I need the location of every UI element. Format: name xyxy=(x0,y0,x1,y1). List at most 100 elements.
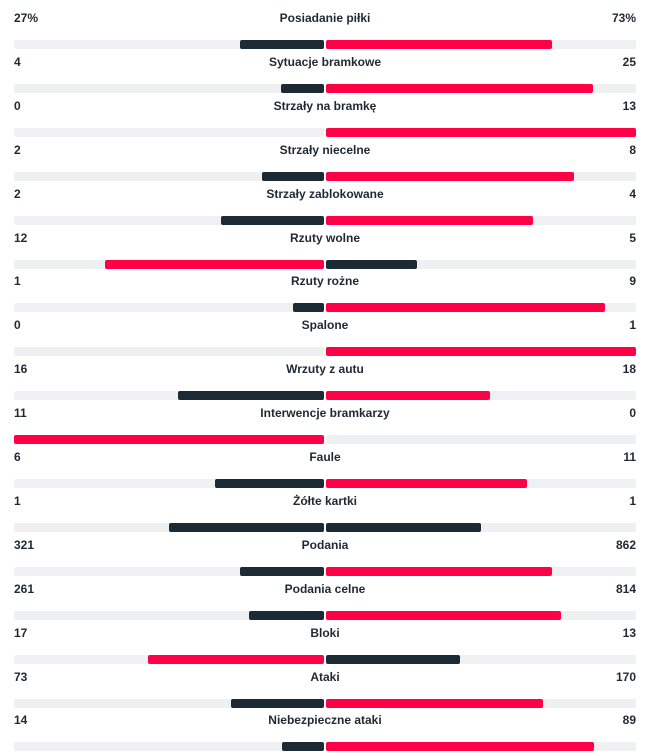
stat-label: Rzuty rożne xyxy=(290,274,359,289)
away-bar-fill xyxy=(326,522,481,532)
comparison-bar xyxy=(14,171,636,181)
stat-row: 0 Strzały na bramkę 13 xyxy=(0,96,653,140)
stat-row: 6 Faule 11 xyxy=(0,447,653,491)
stat-label: Strzały niecelne xyxy=(279,142,371,157)
away-value: 13 xyxy=(622,625,636,640)
away-value: 1 xyxy=(629,493,636,508)
stat-row: 27% Posiadanie piłki 73% xyxy=(0,8,653,52)
stat-label: Wrzuty z autu xyxy=(286,362,364,377)
away-value: 1 xyxy=(629,318,636,333)
stat-row: 14 Niebezpieczne ataki 89 xyxy=(0,710,653,754)
stat-header: 6 Faule 11 xyxy=(14,447,636,467)
stat-header: 17 Bloki 13 xyxy=(14,623,636,643)
stat-label: Faule xyxy=(309,450,341,464)
stat-header: 14 Niebezpieczne ataki 89 xyxy=(14,710,636,730)
home-bar-track xyxy=(14,303,324,313)
comparison-bar xyxy=(14,654,636,664)
stat-row: 17 Bloki 13 xyxy=(0,623,653,667)
away-bar-track xyxy=(326,654,636,664)
away-bar-fill xyxy=(326,347,636,357)
away-value: 8 xyxy=(629,142,636,157)
comparison-bar xyxy=(14,127,636,137)
away-bar-fill xyxy=(326,171,574,181)
comparison-bar xyxy=(14,479,636,488)
home-bar-fill xyxy=(148,654,324,664)
home-bar-fill xyxy=(214,479,324,488)
home-bar-track xyxy=(14,566,324,576)
comparison-bar xyxy=(14,698,636,708)
home-bar-track xyxy=(14,127,324,137)
comparison-bar xyxy=(14,303,636,313)
away-bar-track xyxy=(326,742,636,752)
home-value: 2 xyxy=(14,186,21,201)
stat-header: 0 Spalone 1 xyxy=(14,315,636,335)
away-bar-track xyxy=(326,610,636,620)
home-value: 6 xyxy=(14,450,21,464)
away-bar-fill xyxy=(326,566,552,576)
stat-label: Żółte kartki xyxy=(292,493,358,508)
home-value: 321 xyxy=(14,537,35,552)
stat-label: Niebezpieczne ataki xyxy=(268,713,382,728)
home-bar-fill xyxy=(248,610,324,620)
stat-label: Strzały zablokowane xyxy=(266,186,384,201)
stat-header: 16 Wrzuty z autu 18 xyxy=(14,359,636,379)
stat-row: 1 Rzuty rożne 9 xyxy=(0,271,653,315)
home-bar-track xyxy=(14,215,324,225)
home-value: 12 xyxy=(14,230,28,245)
stat-label: Ataki xyxy=(310,669,340,684)
away-bar-track xyxy=(326,215,636,225)
stat-header: 0 Strzały na bramkę 13 xyxy=(14,96,636,116)
comparison-bar xyxy=(14,742,636,752)
stat-header: 27% Posiadanie piłki 73% xyxy=(14,8,636,28)
home-value: 261 xyxy=(14,581,35,596)
stat-row: 2 Strzały zablokowane 4 xyxy=(0,184,653,228)
stat-label: Posiadanie piłki xyxy=(279,11,371,25)
stat-header: 4 Sytuacje bramkowe 25 xyxy=(14,52,636,72)
home-bar-track xyxy=(14,259,324,269)
away-bar-track xyxy=(326,171,636,181)
away-bar-fill xyxy=(326,391,491,401)
away-value: 862 xyxy=(615,537,636,552)
away-value: 13 xyxy=(622,98,636,113)
away-bar-track xyxy=(326,347,636,357)
away-bar-fill xyxy=(326,698,543,708)
stat-label: Sytuacje bramkowe xyxy=(268,54,382,69)
stat-header: 2 Strzały niecelne 8 xyxy=(14,140,636,160)
stat-label: Rzuty wolne xyxy=(289,230,360,245)
comparison-bar xyxy=(14,435,636,445)
home-bar-fill xyxy=(262,171,324,181)
stat-header: 12 Rzuty wolne 5 xyxy=(14,228,636,248)
home-bar-track xyxy=(14,610,324,620)
away-bar-track xyxy=(326,259,636,269)
away-bar-fill xyxy=(326,259,418,269)
stat-header: 321 Podania 862 xyxy=(14,535,636,555)
comparison-bar xyxy=(14,566,636,576)
away-bar-fill xyxy=(326,654,461,664)
home-bar-fill xyxy=(220,215,324,225)
stat-label: Podania celne xyxy=(284,581,366,596)
stat-row: 12 Rzuty wolne 5 xyxy=(0,228,653,272)
stat-header: 261 Podania celne 814 xyxy=(14,579,636,599)
home-bar-track xyxy=(14,479,324,488)
home-bar-fill xyxy=(240,40,324,49)
stat-row: 4 Sytuacje bramkowe 25 xyxy=(0,52,653,96)
stat-header: 73 Ataki 170 xyxy=(14,667,636,687)
away-bar-fill xyxy=(326,479,527,488)
away-bar-track xyxy=(326,566,636,576)
home-value: 17 xyxy=(14,625,28,640)
home-value: 27% xyxy=(14,11,39,25)
away-bar-track xyxy=(326,479,636,488)
away-bar-fill xyxy=(326,127,636,137)
stat-label: Podania xyxy=(301,537,349,552)
stat-label: Interwencje bramkarzy xyxy=(260,406,390,421)
away-bar-track xyxy=(326,303,636,313)
home-value: 4 xyxy=(14,54,21,69)
stat-label: Strzały na bramkę xyxy=(273,98,377,113)
home-bar-fill xyxy=(178,391,324,401)
home-bar-track xyxy=(14,742,324,752)
away-bar-track xyxy=(326,391,636,401)
comparison-bar xyxy=(14,215,636,225)
stat-row: 73 Ataki 170 xyxy=(0,667,653,711)
home-value: 11 xyxy=(14,406,27,421)
